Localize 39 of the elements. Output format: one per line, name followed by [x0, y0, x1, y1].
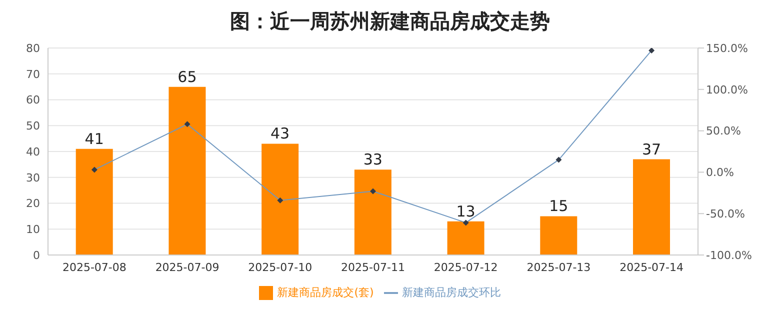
- y-tick-label: 50: [26, 120, 40, 133]
- bar: [262, 144, 299, 255]
- y-tick-label: 10: [26, 223, 40, 236]
- y2-tick-label: -50.0%: [706, 208, 745, 221]
- legend-label: 新建商品房成交(套): [277, 286, 374, 299]
- data-label: 33: [363, 150, 382, 169]
- data-label: 41: [84, 130, 104, 148]
- legend-label: 新建商品房成交环比: [402, 286, 501, 299]
- y-tick-label: 0: [33, 248, 40, 262]
- data-label: 13: [456, 202, 476, 220]
- y2-tick-label: -100.0%: [706, 248, 752, 262]
- y2-tick-label: 50.0%: [706, 124, 741, 138]
- y-tick-label: 30: [26, 171, 40, 184]
- x-tick-label: 2025-07-10: [248, 260, 312, 274]
- y2-tick-label: 0.0%: [706, 166, 734, 180]
- x-tick-label: 2025-07-12: [434, 260, 498, 274]
- x-tick-label: 2025-07-11: [341, 260, 405, 274]
- x-tick-label: 2025-07-14: [620, 260, 684, 274]
- bar: [168, 86, 206, 255]
- y2-tick-label: 100.0%: [706, 83, 748, 96]
- x-tick-label: 2025-07-09: [155, 260, 220, 274]
- bar: [540, 216, 578, 255]
- bar: [354, 170, 392, 255]
- bar: [76, 148, 113, 255]
- x-tick-label: 2025-07-08: [62, 260, 126, 274]
- x-tick-label: 2025-07-13: [526, 260, 591, 274]
- data-label: 43: [270, 124, 290, 143]
- y-tick-label: 80: [26, 42, 40, 55]
- data-label: 15: [549, 197, 568, 216]
- data-label: 37: [642, 140, 662, 158]
- chart-title: 图：近一周苏州新建商品房成交走势: [229, 8, 551, 35]
- y-tick-label: 70: [26, 68, 40, 81]
- y2-tick-label: 150.0%: [706, 42, 748, 55]
- bar: [447, 221, 484, 255]
- y-tick-label: 60: [26, 94, 40, 107]
- bar: [633, 159, 670, 255]
- y-tick-label: 20: [26, 197, 40, 210]
- data-label: 65: [178, 68, 197, 86]
- y-tick-label: 40: [26, 145, 40, 158]
